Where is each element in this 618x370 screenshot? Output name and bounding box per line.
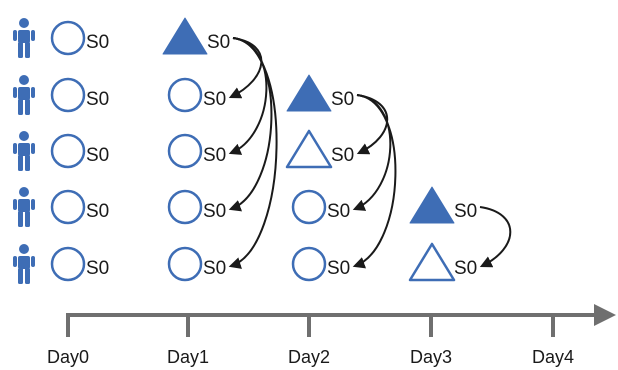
circle-icon bbox=[291, 189, 327, 225]
circle-icon bbox=[50, 77, 86, 113]
state-label: S0 bbox=[86, 89, 109, 110]
circle-icon bbox=[50, 20, 86, 56]
node-triangle-outline: S0 bbox=[285, 129, 354, 169]
state-label: S0 bbox=[331, 89, 354, 110]
state-label: S0 bbox=[86, 201, 109, 222]
state-label: S0 bbox=[86, 258, 109, 279]
people-column bbox=[13, 18, 35, 284]
transmission-arrow bbox=[228, 37, 263, 99]
state-label: S0 bbox=[327, 201, 350, 222]
triangle-filled-icon bbox=[286, 74, 332, 112]
axis-tick-label: Day2 bbox=[288, 347, 330, 367]
person-icon bbox=[13, 187, 35, 227]
axis-tick-label: Day3 bbox=[410, 347, 452, 367]
circle-icon bbox=[167, 77, 203, 113]
node-circle-outline: S0 bbox=[50, 246, 109, 282]
state-label: S0 bbox=[203, 145, 226, 166]
state-label: S0 bbox=[207, 32, 230, 53]
state-label: S0 bbox=[203, 201, 226, 222]
node-circle-outline: S0 bbox=[50, 189, 109, 225]
state-label: S0 bbox=[327, 258, 350, 279]
node-circle-outline: S0 bbox=[167, 189, 226, 225]
circle-icon bbox=[50, 189, 86, 225]
node-triangle-filled: S0 bbox=[409, 186, 477, 224]
person-icon bbox=[13, 18, 35, 58]
node-circle-outline: S0 bbox=[291, 189, 350, 225]
transmission-arrow bbox=[228, 37, 278, 269]
state-label: S0 bbox=[86, 145, 109, 166]
node-triangle-outline: S0 bbox=[408, 242, 477, 282]
triangle-filled-icon bbox=[409, 186, 455, 224]
node-circle-outline: S0 bbox=[50, 77, 109, 113]
axis-tick-label: Day0 bbox=[47, 347, 89, 367]
triangle-filled-icon bbox=[162, 17, 208, 55]
node-triangle-filled: S0 bbox=[286, 74, 354, 112]
state-label: S0 bbox=[203, 258, 226, 279]
circle-icon bbox=[167, 189, 203, 225]
state-label: S0 bbox=[454, 201, 477, 222]
person-icon bbox=[13, 75, 35, 115]
day-axis: Day0 Day1 Day2 Day3 Day4 bbox=[47, 304, 616, 367]
circle-icon bbox=[291, 246, 327, 282]
circle-icon bbox=[50, 246, 86, 282]
state-label: S0 bbox=[203, 89, 226, 110]
state-nodes: S0 S0 S0 S0 S0 S0 S0 S0 S0 S0 S0 S0 S0 S0 S0 S0 bbox=[50, 17, 477, 282]
timeline-arrowhead-icon bbox=[594, 304, 616, 326]
person-icon bbox=[13, 244, 35, 284]
transmission-arrow bbox=[352, 94, 397, 269]
axis-tick-label: Day4 bbox=[532, 347, 574, 367]
axis-tick-label: Day1 bbox=[167, 347, 209, 367]
node-circle-outline: S0 bbox=[50, 133, 109, 169]
transmission-arrow bbox=[356, 94, 388, 155]
person-icon bbox=[13, 131, 35, 171]
transmission-arrow bbox=[228, 37, 273, 212]
node-circle-outline: S0 bbox=[167, 77, 226, 113]
triangle-outline-icon bbox=[408, 242, 456, 282]
triangle-outline-icon bbox=[285, 129, 333, 169]
transmission-arrows bbox=[228, 37, 512, 269]
node-triangle-filled: S0 bbox=[162, 17, 230, 55]
state-label: S0 bbox=[331, 145, 354, 166]
node-circle-outline: S0 bbox=[167, 246, 226, 282]
transmission-arrow bbox=[479, 206, 512, 268]
state-label: S0 bbox=[454, 258, 477, 279]
circle-icon bbox=[167, 246, 203, 282]
state-label: S0 bbox=[86, 32, 109, 53]
node-circle-outline: S0 bbox=[291, 246, 350, 282]
circle-icon bbox=[167, 133, 203, 169]
node-circle-outline: S0 bbox=[167, 133, 226, 169]
node-circle-outline: S0 bbox=[50, 20, 109, 56]
circle-icon bbox=[50, 133, 86, 169]
